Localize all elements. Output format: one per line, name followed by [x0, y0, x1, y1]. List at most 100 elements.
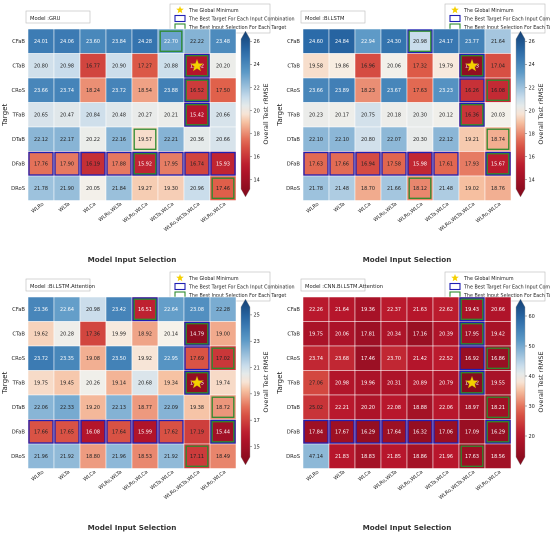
cell-value: 20.80	[361, 137, 375, 143]
heatmap-cell	[53, 443, 81, 469]
colorbar-tick-label: 22	[529, 85, 535, 91]
best-input-box	[185, 79, 209, 101]
cell-value: 22.07	[387, 137, 401, 143]
x-tick-label: WLTa	[58, 201, 71, 213]
x-tick-label: WLTa,WLCa	[424, 201, 450, 223]
cell-value: 20.03	[491, 112, 505, 118]
x-tick-label: WLRo,WLCa	[200, 469, 227, 492]
best-target-box	[184, 370, 210, 395]
cell-value: 15.92	[138, 161, 152, 167]
cell-value: 23.89	[335, 88, 349, 94]
heatmap-cell	[380, 296, 408, 322]
colorbar-tick-label: 25	[254, 313, 260, 319]
cell-value: 17.95	[164, 161, 178, 167]
colorbar-tick-label: 24	[529, 62, 535, 68]
y-tick-label: CRoS	[12, 88, 25, 94]
heatmap-cell	[79, 151, 107, 177]
colorbar	[240, 30, 251, 198]
cell-value: 15.44	[216, 429, 230, 435]
heatmap-cell	[432, 321, 460, 347]
cell-value: 17.76	[34, 161, 48, 167]
colorbar-tick-label: 23	[254, 339, 260, 345]
heatmap-cell	[105, 126, 133, 152]
cell-value: 20.23	[309, 112, 323, 118]
cell-value: 21.92	[164, 454, 178, 460]
best-input-box	[133, 298, 157, 320]
y-tick-label: CRoS	[287, 356, 300, 362]
heatmap-cell	[27, 53, 55, 79]
best-input-box	[460, 104, 484, 126]
heatmap-cell	[131, 77, 159, 103]
legend-label: The Best Target For Each Input Combinati…	[188, 16, 295, 22]
best-target-box	[407, 151, 433, 176]
y-axis-label: Target	[0, 371, 9, 394]
best-target-box	[303, 151, 329, 176]
heatmap-cell	[354, 345, 382, 371]
best-target-box	[210, 419, 236, 444]
best-input-box	[460, 372, 484, 394]
heatmap-cell	[27, 126, 55, 152]
heatmap-cell	[380, 102, 408, 128]
cell-value: 21.90	[60, 186, 74, 192]
cell-value: 23.72	[34, 356, 48, 362]
cell-value: 20.66	[216, 112, 230, 118]
cell-value: 16.86	[491, 356, 505, 362]
colorbar-tick-label: 15	[254, 444, 260, 450]
heatmap-cell	[105, 175, 133, 201]
heatmap-cell	[354, 28, 382, 54]
heatmap-cell	[209, 443, 237, 469]
cell-value: 17.66	[34, 429, 48, 435]
x-tick-label: WLRo,WLTa	[372, 201, 398, 223]
cell-value: 17.63	[309, 161, 323, 167]
heatmap-cell	[79, 126, 107, 152]
legend: The Global Minimum The Best Target For Ea…	[169, 3, 295, 34]
heatmap-cell	[458, 126, 486, 152]
cell-value: 16.29	[361, 429, 375, 435]
heatmap-cell	[105, 443, 133, 469]
heatmap-cell	[458, 296, 486, 322]
heatmap-cell	[79, 175, 107, 201]
y-axis-label: Target	[275, 371, 284, 394]
x-axis-label: Model Input Selection	[88, 523, 177, 532]
cell-value: 17.06	[439, 429, 453, 435]
heatmap-cell	[354, 419, 382, 445]
y-tick-label: TFaB	[287, 381, 301, 387]
best-input-box	[185, 104, 209, 126]
cell-value: 22.10	[335, 137, 349, 143]
heatmap-cell	[53, 151, 81, 177]
heatmap-cell	[131, 28, 159, 54]
x-tick-label: WLRo	[305, 201, 320, 214]
heatmap-cell	[131, 53, 159, 79]
cell-value: 18.54	[138, 88, 152, 94]
best-target-box	[433, 151, 459, 176]
cell-value: 19.20	[86, 405, 100, 411]
heatmap-cell	[183, 126, 211, 152]
best-input-box	[486, 79, 510, 101]
y-tick-label: CTaB	[287, 332, 300, 338]
cell-value: 23.48	[216, 39, 230, 45]
heatmap-cell	[328, 151, 356, 177]
legend-label: The Global Minimum	[463, 276, 514, 282]
heatmap-cell	[183, 151, 211, 177]
cell-value: 19.30	[164, 186, 178, 192]
heatmap-cell	[27, 151, 55, 177]
heatmap-cell	[328, 175, 356, 201]
cell-value: 17.58	[387, 161, 401, 167]
best-target-box	[355, 151, 381, 176]
heatmap-cell	[27, 419, 55, 445]
cell-value: 22.64	[164, 307, 178, 313]
best-input-box	[185, 323, 209, 345]
best-target-box	[303, 419, 329, 444]
cell-value: 22.33	[60, 405, 74, 411]
x-tick-label: WLRo,WLCa	[200, 201, 227, 224]
cell-value: 21.64	[491, 39, 505, 45]
cell-value: 21.83	[335, 454, 349, 460]
cell-value: 20.65	[34, 112, 48, 118]
best-target-box	[184, 346, 210, 371]
heatmap-cell	[209, 345, 237, 371]
best-target-box	[184, 151, 210, 176]
cell-value: 15.98	[413, 161, 427, 167]
cell-value: 15.42	[190, 112, 204, 118]
heatmap-cell	[302, 53, 330, 79]
cell-value: 21.78	[309, 186, 323, 192]
